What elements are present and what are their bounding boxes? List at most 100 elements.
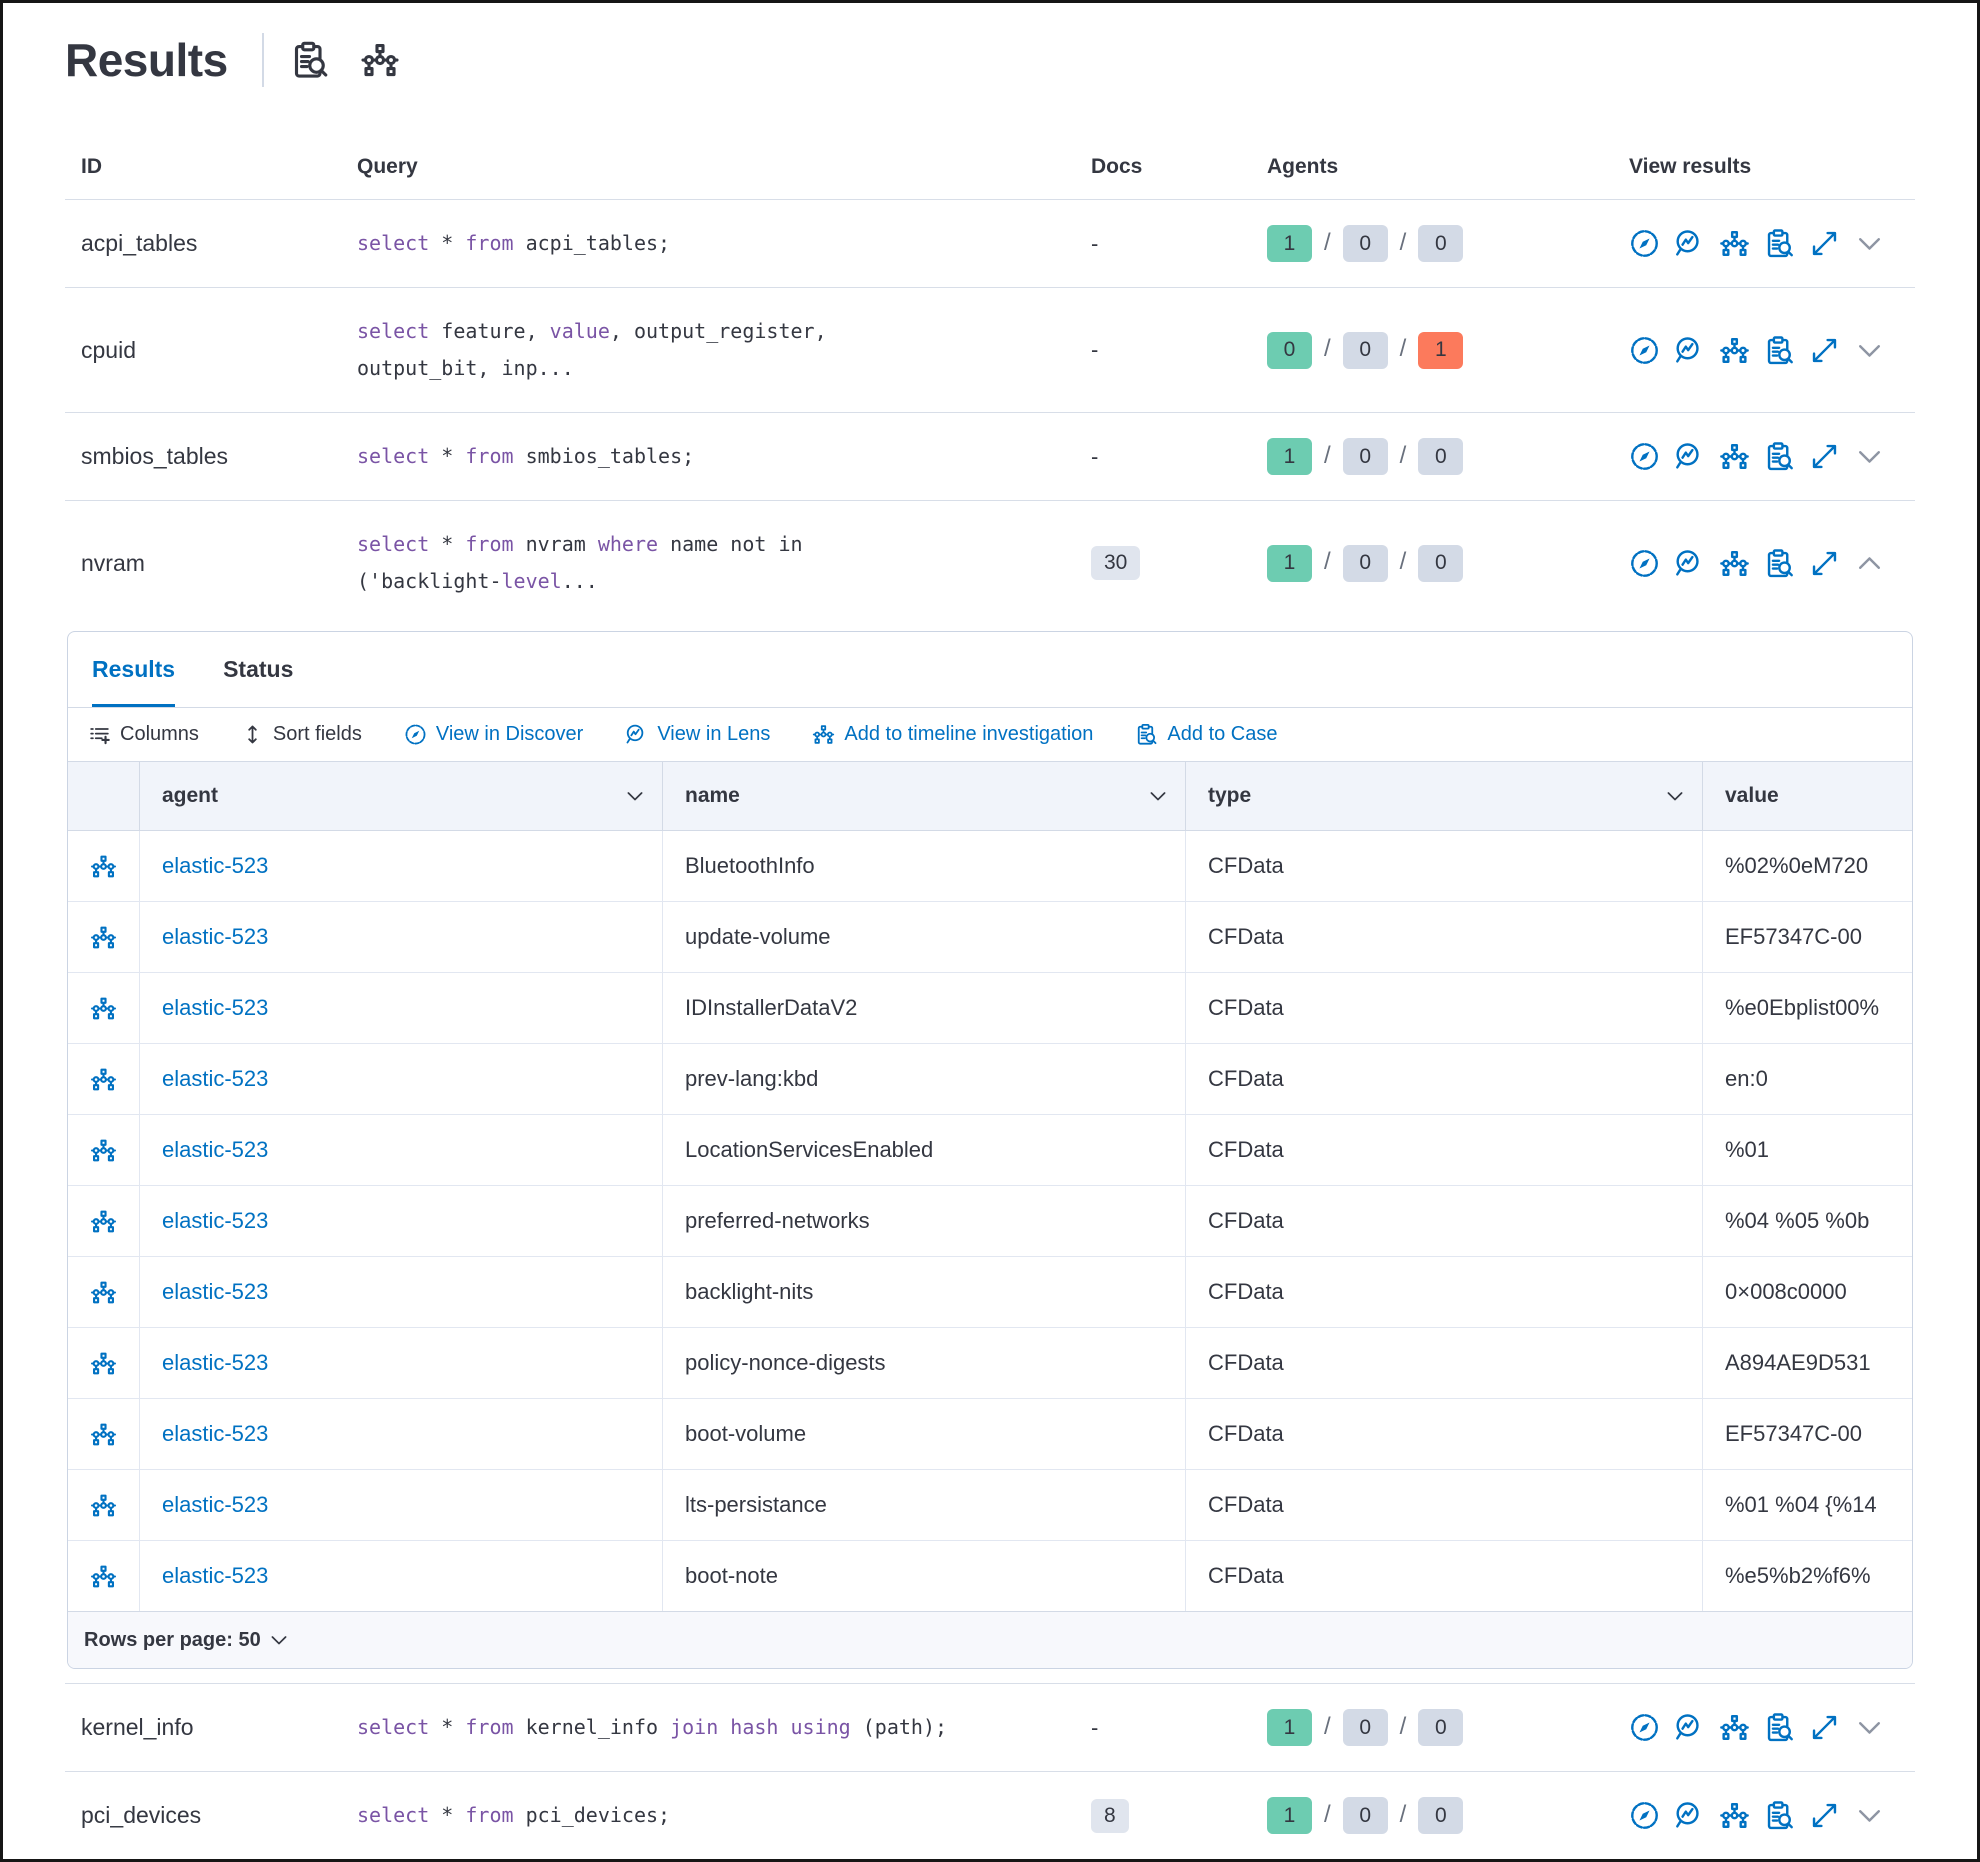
lens-icon[interactable] bbox=[1674, 335, 1705, 366]
chevron-down-icon[interactable] bbox=[1854, 1712, 1885, 1743]
discover-icon[interactable] bbox=[1629, 1712, 1660, 1743]
slash-separator: / bbox=[1399, 228, 1407, 256]
agent-link[interactable]: elastic-523 bbox=[162, 1563, 269, 1588]
timeline-icon[interactable] bbox=[90, 1279, 117, 1306]
sql-keyword: from bbox=[465, 532, 514, 556]
inspect-icon[interactable] bbox=[1764, 1712, 1795, 1743]
columns-button[interactable]: Columns bbox=[88, 723, 199, 746]
timeline-icon[interactable] bbox=[90, 1421, 117, 1448]
sort-fields-button[interactable]: Sort fields bbox=[241, 723, 362, 746]
result-row: elastic-523 policy-nonce-digests CFData A89… bbox=[68, 1328, 1912, 1399]
tab-results[interactable]: Results bbox=[92, 632, 175, 707]
results-grid-footer: Rows per page: 50 bbox=[68, 1611, 1912, 1668]
grid-column-header-type[interactable]: type bbox=[1186, 762, 1703, 830]
timeline-icon[interactable] bbox=[1719, 441, 1750, 472]
slash-separator: / bbox=[1399, 1800, 1407, 1828]
inspect-icon[interactable] bbox=[1764, 441, 1795, 472]
timeline-icon[interactable] bbox=[90, 1137, 117, 1164]
discover-icon[interactable] bbox=[1629, 335, 1660, 366]
grid-column-header-agent[interactable]: agent bbox=[140, 762, 663, 830]
chevron-down-icon[interactable] bbox=[1854, 228, 1885, 259]
timeline-icon[interactable] bbox=[90, 1350, 117, 1377]
expand-icon[interactable] bbox=[1809, 1800, 1840, 1831]
inspect-icon[interactable] bbox=[1764, 335, 1795, 366]
inspect-icon[interactable] bbox=[1764, 228, 1795, 259]
result-row: elastic-523 backlight-nits CFData 0×008c000… bbox=[68, 1257, 1912, 1328]
expanded-results-panel: Results Status Columns Sort fields View in … bbox=[67, 631, 1913, 1669]
inspect-icon[interactable] bbox=[290, 40, 330, 80]
chevron-down-icon[interactable] bbox=[1854, 441, 1885, 472]
timeline-icon[interactable] bbox=[90, 1066, 117, 1093]
view-results-actions bbox=[1589, 441, 1915, 472]
agent-link[interactable]: elastic-523 bbox=[162, 1421, 269, 1446]
view-in-discover-button[interactable]: View in Discover bbox=[404, 723, 583, 746]
row-actions-cell bbox=[68, 1541, 140, 1611]
add-to-timeline-investigation-button[interactable]: Add to timeline investigation bbox=[812, 723, 1093, 746]
lens-icon[interactable] bbox=[1674, 1712, 1705, 1743]
agent-link[interactable]: elastic-523 bbox=[162, 1137, 269, 1162]
expand-icon[interactable] bbox=[1809, 548, 1840, 579]
agent-link[interactable]: elastic-523 bbox=[162, 1279, 269, 1304]
inspect-icon[interactable] bbox=[1764, 548, 1795, 579]
timeline-icon[interactable] bbox=[1719, 1800, 1750, 1831]
agent-link[interactable]: elastic-523 bbox=[162, 1492, 269, 1517]
add-to-case-button[interactable]: Add to Case bbox=[1135, 723, 1278, 746]
chevron-down-icon[interactable] bbox=[268, 1629, 290, 1651]
agents-status: 1 / 0 / 0 bbox=[1219, 1709, 1589, 1746]
grid-column-header-value[interactable]: value bbox=[1703, 762, 1912, 830]
discover-icon[interactable] bbox=[1629, 228, 1660, 259]
chevron-down-icon[interactable] bbox=[1854, 335, 1885, 366]
chevron-up-icon[interactable] bbox=[1854, 548, 1885, 579]
agent-link[interactable]: elastic-523 bbox=[162, 853, 269, 878]
discover-icon[interactable] bbox=[1629, 1800, 1660, 1831]
tab-status[interactable]: Status bbox=[223, 656, 294, 682]
chevron-down-icon[interactable] bbox=[1147, 785, 1169, 807]
rows-per-page-button[interactable]: Rows per page: 50 bbox=[84, 1628, 261, 1651]
slash-separator: / bbox=[1324, 441, 1331, 469]
inspect-icon[interactable] bbox=[1764, 1800, 1795, 1831]
timeline-icon[interactable] bbox=[360, 40, 400, 80]
lens-icon[interactable] bbox=[1674, 1800, 1705, 1831]
grid-column-header-name[interactable]: name bbox=[663, 762, 1186, 830]
agent-link[interactable]: elastic-523 bbox=[162, 924, 269, 949]
lens-icon[interactable] bbox=[1674, 548, 1705, 579]
agent-count-badge-default: 0 bbox=[1418, 1709, 1464, 1746]
agent-link[interactable]: elastic-523 bbox=[162, 1208, 269, 1233]
agents-status: 0 / 0 / 1 bbox=[1219, 331, 1589, 369]
agent-count-badge-success: 1 bbox=[1267, 1797, 1312, 1834]
timeline-icon[interactable] bbox=[90, 853, 117, 880]
row-actions-cell bbox=[68, 1399, 140, 1469]
agent-count-badge-default: 0 bbox=[1342, 331, 1388, 369]
query-sql: select * from smbios_tables; bbox=[357, 438, 1069, 475]
agent-link[interactable]: elastic-523 bbox=[162, 995, 269, 1020]
row-actions-cell bbox=[68, 831, 140, 901]
expand-icon[interactable] bbox=[1809, 1712, 1840, 1743]
expand-icon[interactable] bbox=[1809, 228, 1840, 259]
agent-link[interactable]: elastic-523 bbox=[162, 1066, 269, 1091]
result-row: elastic-523 boot-volume CFData EF57347C-00 bbox=[68, 1399, 1912, 1470]
toolbar-button-label: View in Discover bbox=[435, 723, 584, 745]
agent-cell: elastic-523 bbox=[140, 1328, 663, 1398]
timeline-icon[interactable] bbox=[90, 995, 117, 1022]
chevron-down-icon[interactable] bbox=[1854, 1800, 1885, 1831]
lens-icon[interactable] bbox=[1674, 441, 1705, 472]
expand-icon[interactable] bbox=[1809, 441, 1840, 472]
timeline-icon[interactable] bbox=[1719, 548, 1750, 579]
discover-icon[interactable] bbox=[1629, 548, 1660, 579]
timeline-icon[interactable] bbox=[1719, 228, 1750, 259]
timeline-icon[interactable] bbox=[90, 1208, 117, 1235]
lens-icon[interactable] bbox=[1674, 228, 1705, 259]
discover-icon[interactable] bbox=[1629, 441, 1660, 472]
sql-text: * bbox=[429, 444, 466, 468]
timeline-icon[interactable] bbox=[90, 1492, 117, 1519]
expand-icon[interactable] bbox=[1809, 335, 1840, 366]
chevron-down-icon[interactable] bbox=[624, 785, 646, 807]
timeline-icon[interactable] bbox=[90, 1563, 117, 1590]
timeline-icon[interactable] bbox=[1719, 1712, 1750, 1743]
result-row: elastic-523 update-volume CFData EF57347C-0… bbox=[68, 902, 1912, 973]
timeline-icon[interactable] bbox=[90, 924, 117, 951]
timeline-icon[interactable] bbox=[1719, 335, 1750, 366]
view-in-lens-button[interactable]: View in Lens bbox=[625, 723, 770, 746]
agent-link[interactable]: elastic-523 bbox=[162, 1350, 269, 1375]
chevron-down-icon[interactable] bbox=[1664, 785, 1686, 807]
